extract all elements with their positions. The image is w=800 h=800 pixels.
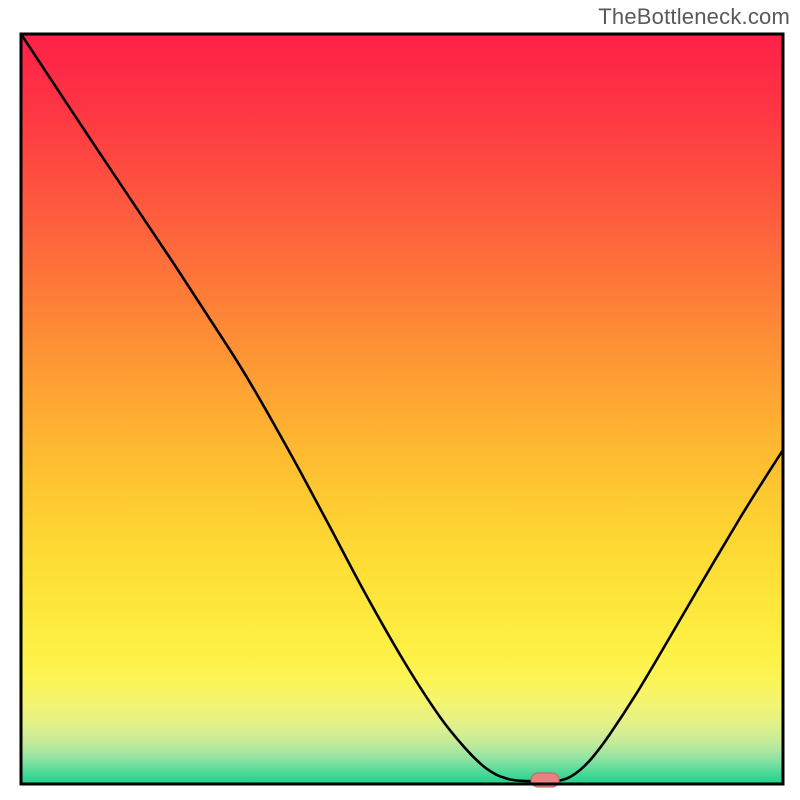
- bottleneck-chart: [0, 0, 800, 800]
- watermark-text: TheBottleneck.com: [598, 4, 790, 30]
- gradient-background: [21, 34, 783, 784]
- chart-container: TheBottleneck.com: [0, 0, 800, 800]
